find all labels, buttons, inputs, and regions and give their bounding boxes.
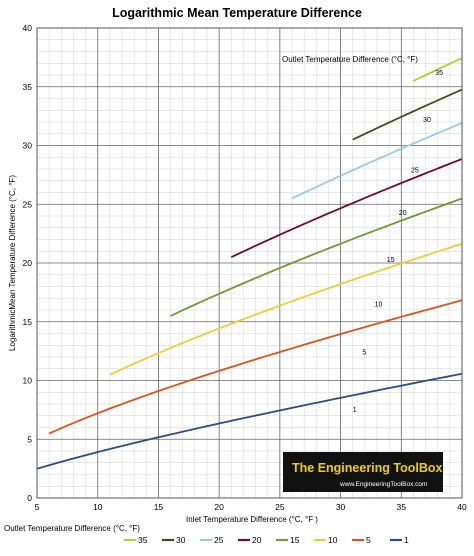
y-tick-labels: 0 5 10 15 20 25 30 35 40	[23, 23, 33, 503]
series-line-1	[36, 372, 463, 470]
x-tick-label: 40	[457, 502, 467, 512]
series-line-15	[170, 197, 463, 317]
x-axis-label: Inlet Temperature Difference (°C, °F )	[186, 515, 318, 524]
x-tick-label: 10	[93, 502, 103, 512]
curve-label-10: 10	[375, 301, 383, 308]
legend-label-20: 20	[252, 535, 262, 545]
curve-labels: 35 30 25 20 15 10 5 1	[353, 70, 443, 414]
series-line-20	[230, 158, 463, 258]
y-tick-label: 20	[23, 258, 33, 268]
x-tick-label: 5	[35, 502, 40, 512]
y-axis-label: LogarithmicMean Temperature Difference (…	[8, 175, 17, 351]
x-tick-label: 35	[397, 502, 407, 512]
curve-label-15: 15	[387, 257, 395, 264]
series-line-25	[291, 122, 463, 200]
series-line-30	[352, 88, 463, 141]
series-line-35	[413, 57, 463, 82]
y-tick-label: 25	[23, 199, 33, 209]
x-tick-label: 15	[154, 502, 164, 512]
legend-label-5: 5	[366, 535, 371, 545]
curve-label-25: 25	[411, 168, 419, 175]
curve-label-1: 1	[353, 407, 357, 414]
curve-label-35: 35	[435, 70, 443, 77]
series-line-10	[109, 242, 463, 376]
y-tick-label: 30	[23, 141, 33, 151]
y-tick-label: 15	[23, 317, 33, 327]
legend-label-30: 30	[176, 535, 186, 545]
legend-label-15: 15	[290, 535, 300, 545]
legend-label-10: 10	[328, 535, 338, 545]
series-line-5	[48, 299, 463, 435]
inline-legend-title: Outlet Temperature Difference (°C, °F)	[282, 55, 418, 64]
curve-label-30: 30	[423, 117, 431, 124]
legend-label-1: 1	[404, 535, 409, 545]
series-lines	[36, 57, 463, 470]
curve-label-20: 20	[399, 210, 407, 217]
y-tick-label: 0	[27, 493, 32, 503]
watermark-subtitle: www.EngineeringToolBox.com	[339, 481, 427, 488]
y-tick-label: 10	[23, 376, 33, 386]
watermark: The Engineering ToolBox www.EngineeringT…	[283, 452, 443, 492]
bottom-legend-title: Outlet Temperature Difference (°C, °F)	[4, 524, 140, 533]
curve-label-5: 5	[362, 350, 366, 357]
x-tick-labels: 5 10 15 20 25 30 35 40	[35, 502, 467, 512]
y-tick-label: 35	[23, 82, 33, 92]
legend-label-35: 35	[138, 535, 148, 545]
watermark-title: The Engineering ToolBox	[292, 461, 443, 475]
chart-title: Logarithmic Mean Temperature Difference	[112, 6, 362, 20]
x-tick-label: 25	[275, 502, 285, 512]
x-tick-label: 30	[336, 502, 346, 512]
watermark-box	[283, 452, 443, 492]
legend-label-25: 25	[214, 535, 224, 545]
plot-border	[36, 27, 463, 499]
y-tick-label: 40	[23, 23, 33, 33]
bottom-legend: 35 30 25 20 15 10 5 1	[124, 535, 409, 545]
x-tick-label: 20	[214, 502, 224, 512]
y-tick-label: 5	[27, 434, 32, 444]
